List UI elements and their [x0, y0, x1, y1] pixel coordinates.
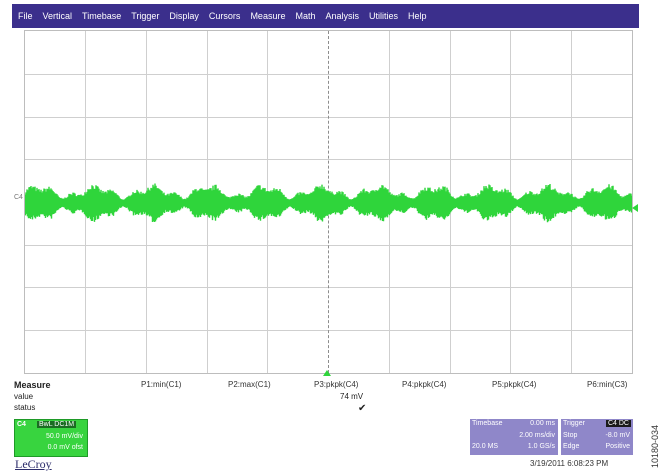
measure-panel: Measure value status P1:min(C1) P2:max(C… — [14, 380, 639, 420]
timebase-samples: 20.0 MS — [472, 443, 499, 450]
channel-offset-marker[interactable] — [632, 204, 638, 212]
timebase-rate: 1.0 GS/s — [527, 443, 555, 450]
menu-math[interactable]: Math — [295, 11, 316, 21]
measure-param-p1[interactable]: P1:min(C1) — [141, 380, 182, 389]
measure-status-check-icon: ✔ — [358, 403, 367, 414]
timebase-delay: 0.00 ms — [530, 420, 555, 427]
trigger-descriptor[interactable]: Trigger C4 DC Stop -8.0 mV Edge Positive — [561, 419, 633, 455]
menu-utilities[interactable]: Utilities — [368, 11, 398, 21]
trigger-label: Trigger — [563, 420, 585, 427]
measure-param-p3[interactable]: P3:pkpk(C4) — [314, 380, 359, 389]
c4-waveform-trace — [25, 183, 632, 223]
menu-file[interactable]: File — [18, 11, 33, 21]
timebase-tdiv: 2.00 ms/div — [519, 432, 555, 439]
channel-offset: 0.0 mV ofst — [47, 444, 83, 451]
measure-param-p2[interactable]: P2:max(C1) — [228, 380, 271, 389]
trigger-type: Edge — [563, 443, 580, 450]
measure-heading: Measure — [14, 380, 51, 390]
trigger-mode: Stop — [563, 432, 578, 439]
menu-vertical[interactable]: Vertical — [42, 11, 73, 21]
trigger-slope: Positive — [605, 443, 630, 450]
trigger-channel: C4 DC — [605, 420, 631, 427]
measure-status-row-label: status — [14, 403, 36, 412]
capture-timestamp: 3/19/2011 6:08:23 PM — [530, 459, 609, 468]
channel-c4-descriptor[interactable]: C4 BwL DC1M 50.0 mV/div 0.0 mV ofst — [14, 419, 88, 457]
figure-id: 10180-034 — [650, 424, 660, 468]
trace-channel-label: C4 — [14, 194, 23, 201]
menu-help[interactable]: Help — [408, 11, 427, 21]
trigger-level: -8.0 mV — [605, 432, 630, 439]
menu-bar: File Vertical Timebase Trigger Display C… — [12, 4, 639, 28]
timebase-descriptor[interactable]: Timebase 0.00 ms 2.00 ms/div 20.0 MS 1.0… — [470, 419, 558, 455]
lecroy-logo: LeCroy — [15, 457, 52, 471]
measure-value-row-label: value — [14, 392, 34, 401]
channel-coupling: BwL DC1M — [37, 421, 77, 428]
menu-analysis[interactable]: Analysis — [325, 11, 359, 21]
menu-measure[interactable]: Measure — [250, 11, 286, 21]
menu-display[interactable]: Display — [169, 11, 199, 21]
menu-timebase[interactable]: Timebase — [82, 11, 122, 21]
waveform-display[interactable] — [24, 30, 633, 374]
menu-trigger[interactable]: Trigger — [131, 11, 160, 21]
timebase-label: Timebase — [472, 420, 503, 427]
channel-name: C4 — [17, 421, 26, 428]
channel-vdiv: 50.0 mV/div — [46, 433, 83, 440]
measure-param-p6[interactable]: P6:min(C3) — [587, 380, 628, 389]
measure-param-p4[interactable]: P4:pkpk(C4) — [402, 380, 447, 389]
trigger-position-marker[interactable] — [323, 370, 331, 376]
measure-value-p3: 74 mV — [340, 392, 364, 401]
measure-param-p5[interactable]: P5:pkpk(C4) — [492, 380, 537, 389]
menu-cursors[interactable]: Cursors — [208, 11, 241, 21]
